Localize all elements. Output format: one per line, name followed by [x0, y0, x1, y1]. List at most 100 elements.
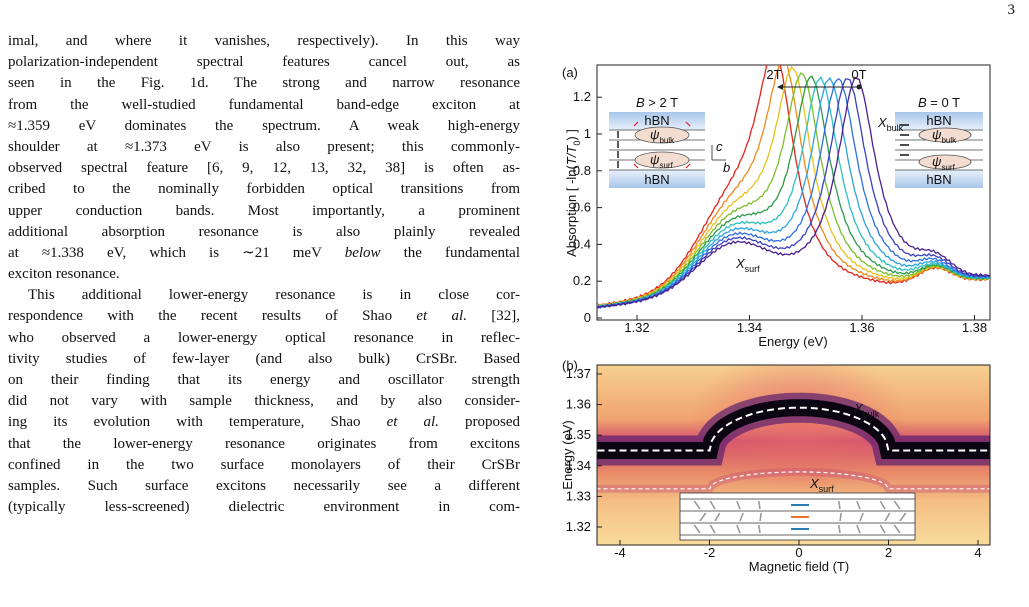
- text-line: at ≈1.338 eV, which is ∼21 meV below the…: [8, 243, 520, 264]
- text-line: (typically less-screened) dielectric env…: [8, 497, 520, 518]
- text-part: > 2 T: [645, 95, 678, 110]
- text-part: B: [918, 95, 927, 110]
- peak-label: Xbulk: [877, 115, 904, 133]
- y-tick-label: 0.4: [573, 236, 591, 251]
- text-part: ψ: [650, 152, 660, 167]
- text-part: ψ: [650, 127, 660, 142]
- text-line: shoulder at ≈1.373 eV is also present; t…: [8, 137, 520, 158]
- inset-title: B > 2 T: [636, 95, 678, 110]
- text-line: ing its evolution with temperature, Shao…: [8, 412, 520, 433]
- layer-label: hBN: [644, 172, 669, 187]
- text-part: X: [877, 115, 888, 130]
- axis-label: c: [716, 139, 723, 154]
- spin-arrow: [856, 524, 861, 534]
- text-part: ψ: [932, 127, 942, 142]
- layer-label: hBN: [644, 113, 669, 128]
- inset-title: B = 0 T: [918, 95, 960, 110]
- y-tick-label: 1.33: [566, 488, 591, 503]
- spectrum-curve: [597, 76, 990, 308]
- spin-arrow: [838, 524, 841, 534]
- text-span: cribed to the nominally forbidden optica…: [8, 181, 520, 198]
- wavefunction-label: ψbulk: [932, 127, 957, 145]
- x-tick-label: 1.38: [962, 320, 987, 335]
- wavefunction-label: ψsurf: [650, 152, 674, 170]
- layer-label: hBN: [926, 172, 951, 187]
- text-part: surf: [659, 161, 673, 170]
- text-part: Absorption [ -ln(: [564, 164, 579, 256]
- text-line: cribed to the nominally forbidden optica…: [8, 179, 520, 200]
- text-span: shoulder at ≈1.373 eV is also present; t…: [8, 138, 520, 155]
- x-tick-label: 1.32: [624, 320, 649, 335]
- x-axis-label: Magnetic field (T): [749, 559, 849, 574]
- field-label: 2T: [766, 67, 781, 82]
- text-line: that the lower-energy resonance originat…: [8, 434, 520, 455]
- text-part: 0: [572, 141, 582, 146]
- text-part: ) ]: [564, 129, 579, 141]
- text-span: proposed: [438, 414, 520, 431]
- text-span: did not vary with sample thickness, and …: [8, 393, 520, 410]
- text-part: B: [636, 95, 645, 110]
- x-tick-label: -2: [704, 545, 716, 560]
- text-span: from the well-studied fundamental band-e…: [8, 96, 520, 113]
- text-span: that the lower-energy resonance originat…: [8, 435, 520, 452]
- text-line: observed spectral feature [6, 9, 12, 13,…: [8, 158, 520, 179]
- spin-arrow: [758, 524, 761, 534]
- text-line: confined in the two surface monolayers o…: [8, 455, 520, 476]
- text-part: surf: [941, 163, 955, 172]
- text-line: upper conduction bands. Most importantly…: [8, 201, 520, 222]
- y-tick-label: 0: [584, 310, 591, 325]
- text-span: who observed a lower-energy optical reso…: [8, 329, 520, 346]
- axis-label: b: [723, 160, 730, 175]
- text-part: bulk: [887, 123, 904, 133]
- spin-arrow: [859, 512, 864, 522]
- y-tick-label: 1.35: [566, 427, 591, 442]
- text-line: did not vary with sample thickness, and …: [8, 391, 520, 412]
- text-span: imal, and where it vanishes, respectivel…: [8, 33, 520, 49]
- text-line: seen in the Fig. 1d. The strong and narr…: [8, 73, 520, 94]
- text-span: on their finding that its energy and osc…: [8, 372, 520, 388]
- text-span: [32],: [466, 308, 520, 325]
- text-line: This additional lower-energy resonance i…: [8, 285, 520, 306]
- text-part: surf: [819, 484, 835, 494]
- text-span: samples. Such surface excitons necessari…: [8, 477, 520, 494]
- y-tick-label: 1.37: [566, 366, 591, 381]
- plot-frame: [596, 364, 991, 546]
- y-tick-label: 0.8: [573, 163, 591, 178]
- y-tick-label: 1.34: [566, 458, 591, 473]
- y-tick-label: 1: [584, 126, 591, 141]
- text-part: bulk: [863, 409, 880, 419]
- y-tick-label: 1.32: [566, 519, 591, 534]
- dot: [856, 84, 862, 90]
- layer-label: hBN: [926, 113, 951, 128]
- x-tick-label: 2: [885, 545, 892, 560]
- left-inset: [609, 94, 726, 188]
- text-span: ≈1.359 eV dominates the spectrum. A weak…: [8, 117, 520, 134]
- field-label: 0T: [851, 67, 866, 82]
- page-number: 3: [1007, 2, 1016, 18]
- text-span: et al.: [416, 308, 467, 325]
- text-span: additional absorption resonance is also …: [8, 223, 520, 240]
- y-tick-label: 0.6: [573, 200, 591, 215]
- spin-arrow: [693, 500, 701, 510]
- y-axis-label: Absorption [ -ln(T/T0) ]: [564, 129, 582, 257]
- x-tick-label: -4: [614, 545, 626, 560]
- spin-arrow: [893, 524, 901, 534]
- x-tick-label: 1.36: [849, 320, 874, 335]
- x-axis-label: Energy (eV): [758, 334, 827, 349]
- text-part: X: [735, 256, 746, 271]
- spin-arrow: [893, 500, 901, 510]
- spin-arrow: [758, 500, 761, 510]
- text-span: tivity studies of few-layer (and also bu…: [8, 350, 520, 367]
- spin-arrow: [693, 524, 701, 534]
- peak-label: Xsurf: [809, 476, 834, 494]
- text-line: on their finding that its energy and osc…: [8, 370, 520, 391]
- y-tick-label: 1.2: [573, 89, 591, 104]
- spin-arrow: [709, 524, 716, 534]
- text-line: exciton resonance.: [8, 264, 520, 285]
- text-line: additional absorption resonance is also …: [8, 222, 520, 243]
- peak-label: Xsurf: [735, 256, 760, 274]
- spin-arrow: [839, 512, 842, 522]
- x-tick-label: 0: [795, 545, 802, 560]
- spin-arrow: [739, 512, 744, 522]
- y-tick-label: 0.2: [573, 273, 591, 288]
